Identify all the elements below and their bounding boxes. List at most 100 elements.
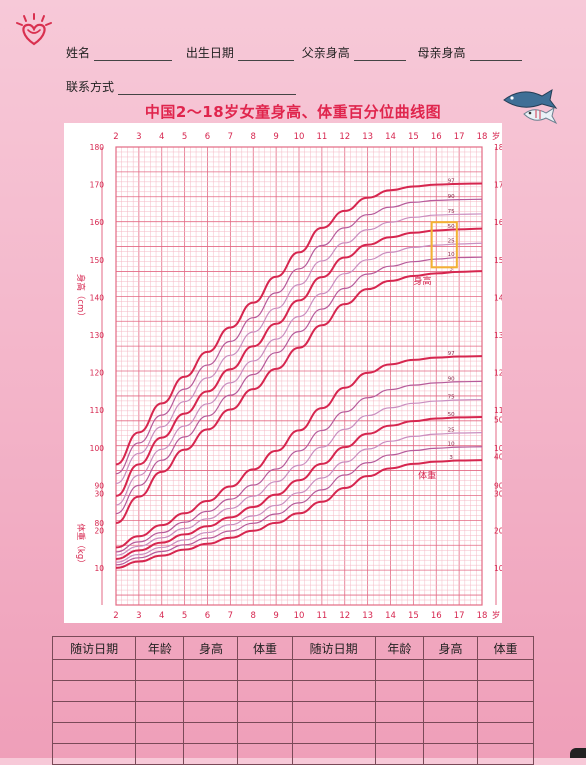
table-cell[interactable] [374,680,424,702]
weight-axis-title-left: 体重（kg） [75,523,86,567]
table-cell[interactable] [135,659,185,681]
birth-date-field[interactable] [237,48,294,61]
table-cell[interactable] [476,680,535,702]
x-tick-label-top: 17 [454,132,465,142]
father-height-label: 父亲身高 [301,46,350,60]
table-cell[interactable] [422,659,478,681]
table-cell[interactable] [476,743,535,765]
table-cell[interactable] [183,680,239,702]
x-tick-label-top: 3 [136,132,141,142]
x-tick-label-top: 5 [182,132,187,142]
table-cell[interactable] [51,743,137,765]
height-tick-label-left: 90 [94,481,104,490]
table-cell[interactable] [237,743,293,765]
height-tick-label-left: 140 [90,293,105,302]
table-cell[interactable] [291,743,376,765]
table-cell[interactable] [374,743,424,765]
table-cell[interactable] [237,701,293,723]
heart-logo-icon [16,13,52,46]
x-tick-label-top: 11 [316,132,327,142]
table-cell[interactable] [135,743,185,765]
x-tick-label-bottom: 7 [228,611,233,621]
chart-title: 中国2～18岁女童身高、体重百分位曲线图 [144,103,442,121]
x-tick-label-top: 9 [273,132,278,142]
weight-curve-p50 [115,416,483,560]
table-cell[interactable] [135,701,185,723]
table-cell[interactable] [291,722,376,744]
header-age-2: 年龄 [374,636,424,660]
table-cell[interactable] [291,701,376,723]
table-cell[interactable] [237,659,293,681]
table-cell[interactable] [135,722,185,744]
table-cell[interactable] [51,701,137,723]
weight-curve-p10-label: 10 [448,442,455,448]
table-cell[interactable] [422,743,478,765]
height-tick-label-left: 180 [90,143,105,152]
weight-tick-label-right: 20 [494,527,502,536]
height-curve-p25-label: 25 [448,239,455,245]
weight-tick-label-left: 10 [94,564,104,573]
height-curve-p10 [115,256,483,515]
contact-field[interactable] [118,82,297,95]
table-cell[interactable] [183,659,239,681]
table-cell[interactable] [237,722,293,744]
table-cell[interactable] [476,659,535,681]
table-cell[interactable] [422,722,478,744]
height-curve-p90 [115,198,483,475]
table-cell[interactable] [422,680,478,702]
table-cell[interactable] [51,722,137,744]
x-tick-label-top: 2 [113,132,118,142]
x-tick-label-bottom: 18 [477,611,488,621]
header-weight-2: 体重 [476,636,535,660]
height-axis-title-left: 身高（cm） [75,274,86,321]
weight-curve-p3 [115,459,483,569]
weight-curve-p3-label: 3 [449,455,453,461]
height-curve-p3-label: 3 [449,266,453,272]
mother-height-field[interactable] [469,48,522,61]
height-tick-label-left: 150 [90,256,105,265]
table-cell[interactable] [183,743,239,765]
table-row [51,701,535,723]
height-curve-p3 [115,270,483,524]
weight-curve-p75 [115,399,483,556]
table-cell[interactable] [183,701,239,723]
table-cell[interactable] [135,680,185,702]
height-highlight-box [430,221,458,269]
x-tick-label-bottom: 8 [251,611,256,621]
height-tick-label-right: 140 [494,293,502,302]
x-tick-label-top: 7 [228,132,233,142]
x-tick-label-top: 12 [339,132,350,142]
corner-mark [570,748,586,758]
height-tick-label-right: 180 [494,143,502,152]
weight-tick-label-right: 10 [494,564,502,573]
x-tick-label-bottom: 5 [182,611,187,621]
father-height-field[interactable] [353,48,406,61]
height-tick-label-right: 170 [494,181,502,190]
table-cell[interactable] [291,680,376,702]
height-curve-p10-label: 10 [448,252,455,258]
table-cell[interactable] [183,722,239,744]
table-cell[interactable] [374,722,424,744]
x-tick-label-top: 18 [477,132,488,142]
table-cell[interactable] [476,722,535,744]
table-cell[interactable] [51,659,137,681]
table-cell[interactable] [237,680,293,702]
header-height-2: 身高 [422,636,478,660]
x-tick-label-bottom: 17 [454,611,465,621]
table-header-row: 随访日期 年龄 身高 体重 随访日期 年龄 身高 体重 [51,636,535,660]
x-tick-label-bottom: 10 [294,611,305,621]
x-tick-label-bottom: 14 [385,611,396,621]
height-tick-label-left: 100 [90,444,105,453]
weight-curve-p90 [115,380,483,553]
x-tick-label-bottom: 2 [113,611,118,621]
table-cell[interactable] [374,659,424,681]
name-field[interactable] [94,48,173,61]
table-cell[interactable] [291,659,376,681]
height-tick-label-right: 110 [494,406,502,415]
table-cell[interactable] [374,701,424,723]
height-tick-label-left: 120 [90,369,105,378]
table-cell[interactable] [476,701,535,723]
table-cell[interactable] [51,680,137,702]
height-curve-p75-label: 75 [448,209,455,215]
table-cell[interactable] [422,701,478,723]
